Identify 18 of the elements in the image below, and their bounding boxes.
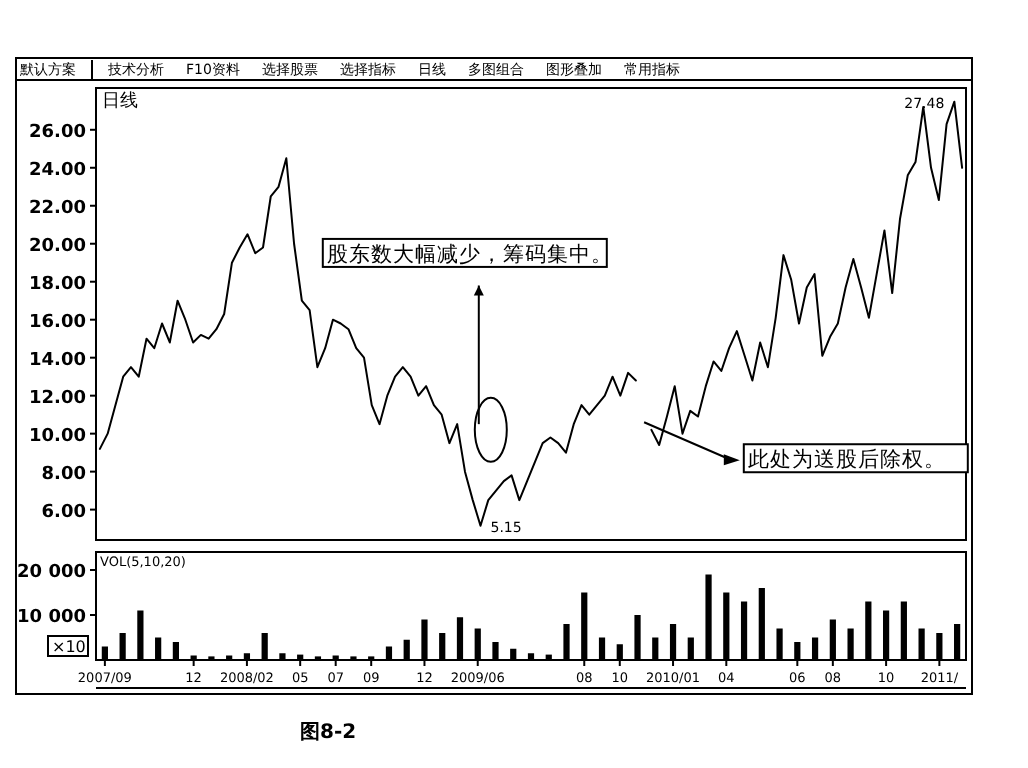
y-tick-label: 24.00 [29,160,86,181]
annotation: 此处为送股后除权。 [747,446,946,473]
text: ×10 [52,638,86,656]
y-tick-label: 6.00 [41,502,86,523]
y-tick-label: 16.00 [29,312,86,333]
y-tick-label: 10 000 [17,608,86,628]
annotation: 股东数大幅减少，筹码集中。 [326,240,613,267]
y-tick-label: 10.00 [29,426,86,447]
y-tick-label: 14.00 [29,350,86,371]
y-tick-label: 18.00 [29,274,86,295]
y-tick-label: 8.00 [41,464,86,485]
y-tick-label: 20 000 [17,563,86,583]
y-tick-label: 26.00 [29,122,86,143]
caption: 图8-2 [300,722,357,744]
y-tick-label: 12.00 [29,388,86,409]
y-tick-label: 20.00 [29,236,86,257]
chart-title: 日线 [102,90,138,112]
y-tick-label: 22.00 [29,198,86,219]
